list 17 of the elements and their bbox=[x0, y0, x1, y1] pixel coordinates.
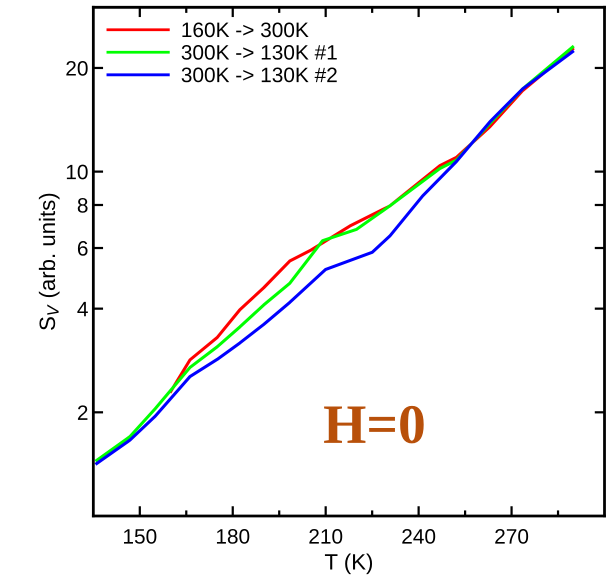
x-tick-label: 210 bbox=[309, 529, 342, 544]
y-tick-label: 6 bbox=[78, 241, 88, 256]
y-tick-label: 2 bbox=[78, 405, 88, 420]
legend-label: 300K -> 130K #1 bbox=[182, 45, 337, 60]
legend-label: 300K -> 130K #2 bbox=[182, 68, 337, 82]
y-tick-label: 4 bbox=[77, 302, 88, 316]
y-tick-label: 10 bbox=[66, 164, 88, 180]
x-tick-label: 270 bbox=[495, 529, 528, 544]
y-tick-label: 8 bbox=[78, 198, 88, 213]
annotation: H=0 bbox=[324, 406, 424, 444]
x-tick-label: 180 bbox=[216, 529, 250, 544]
legend-label: 160K -> 300K bbox=[182, 22, 309, 38]
y-tick-label: 20 bbox=[66, 60, 88, 76]
x-tick-label: 150 bbox=[124, 529, 156, 544]
y-axis-title: S$_{V}$ (arb. units) bbox=[38, 194, 60, 330]
x-tick-label: 240 bbox=[402, 529, 436, 544]
x-axis-title: T (K) bbox=[324, 553, 372, 574]
